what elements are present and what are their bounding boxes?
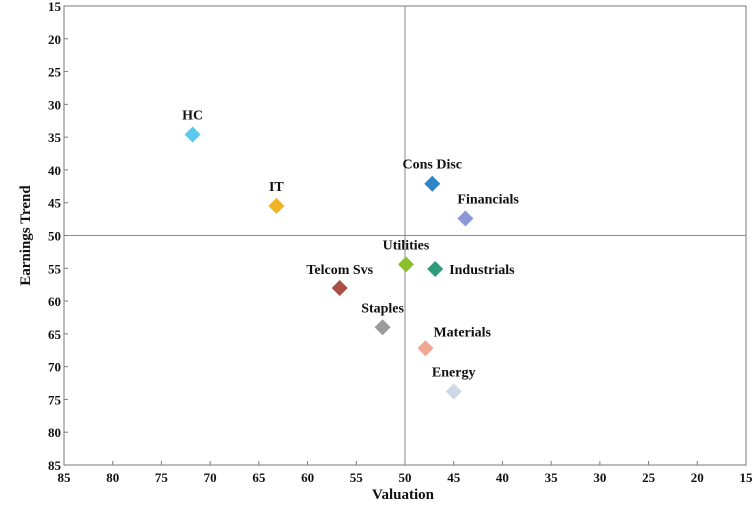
data-point-label: Cons Disc (403, 158, 463, 173)
data-point-label: IT (269, 180, 284, 195)
data-point-marker (331, 279, 348, 296)
y-tick-label: 45 (48, 196, 62, 211)
data-point-marker (268, 197, 285, 214)
data-point-marker (417, 340, 434, 357)
data-point-marker (445, 383, 462, 400)
y-tick-label: 15 (48, 0, 62, 14)
x-tick-label: 20 (691, 470, 704, 485)
x-tick-label: 45 (447, 470, 461, 485)
y-tick-label: 40 (48, 163, 61, 178)
y-tick-label: 80 (48, 425, 61, 440)
y-tick-label: 70 (48, 360, 61, 375)
data-point-label: Industrials (449, 263, 515, 278)
data-point-label: Energy (432, 366, 476, 381)
x-tick-label: 35 (545, 470, 559, 485)
x-tick-label: 75 (155, 470, 169, 485)
data-point-label: Financials (457, 192, 519, 207)
data-points: HC IT Cons Disc Financials Utilities Industri… (182, 109, 519, 400)
data-point-marker (184, 126, 201, 143)
data-point-marker (424, 175, 441, 192)
x-tick-label: 25 (642, 470, 656, 485)
x-tick-label: 40 (496, 470, 509, 485)
y-tick-label: 55 (48, 261, 62, 276)
y-tick-label: 35 (48, 130, 62, 145)
y-tick-label: 65 (48, 327, 62, 342)
x-tick-label: 80 (106, 470, 119, 485)
data-point-marker (397, 256, 414, 273)
y-tick-label: 25 (48, 65, 62, 80)
y-tick-label: 60 (48, 294, 61, 309)
x-tick-label: 50 (399, 470, 412, 485)
data-point-label: Staples (361, 301, 404, 316)
x-tick-label: 85 (58, 470, 72, 485)
x-tick-label: 15 (740, 470, 754, 485)
data-point-marker (457, 210, 474, 227)
y-tick-label: 85 (48, 458, 62, 473)
data-point-marker (427, 260, 444, 277)
data-point-label: HC (182, 109, 203, 124)
x-tick-label: 70 (204, 470, 217, 485)
x-tick-label: 60 (301, 470, 314, 485)
x-axis-ticks: 85 80 75 70 65 60 55 50 45 40 35 30 25 20 15 (58, 461, 754, 485)
data-point-label: Materials (433, 325, 491, 340)
x-axis-title: Valuation (372, 487, 435, 503)
x-tick-label: 30 (593, 470, 606, 485)
x-tick-label: 55 (350, 470, 364, 485)
y-axis-ticks: 15 20 25 30 35 40 45 50 55 60 65 70 75 80 85 (48, 0, 68, 473)
y-axis-title: Earnings Trend (18, 185, 34, 286)
y-tick-label: 30 (48, 97, 61, 112)
data-point-label: Telcom Svs (306, 263, 373, 278)
y-tick-label: 50 (48, 229, 61, 244)
data-point-marker (374, 319, 391, 336)
data-point-label: Utilities (383, 238, 430, 253)
x-tick-label: 65 (252, 470, 266, 485)
y-tick-label: 20 (48, 32, 61, 47)
y-tick-label: 75 (48, 392, 62, 407)
